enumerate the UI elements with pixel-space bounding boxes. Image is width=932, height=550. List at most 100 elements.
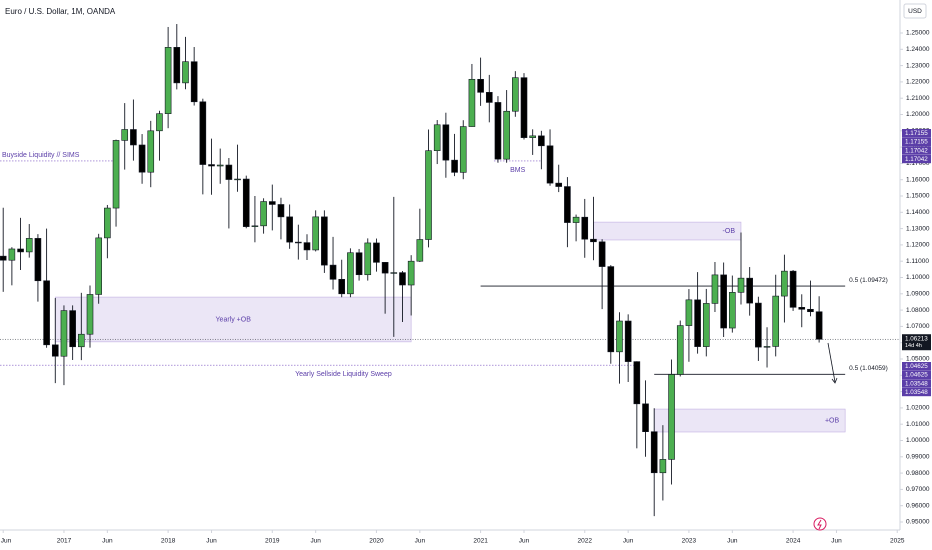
candle-body	[494, 102, 502, 160]
candle-body	[755, 302, 762, 348]
x-tick-label: Jun	[1, 538, 12, 545]
last-price-label: 1.06213	[905, 335, 928, 342]
currency-label: USD	[908, 8, 922, 15]
candle-body	[720, 274, 727, 329]
candle-body	[798, 307, 806, 310]
y-tick-label: 1.07000	[906, 323, 930, 330]
x-tick-label: 2018	[161, 538, 176, 545]
candle-body	[546, 145, 554, 184]
y-tick-label: 1.23000	[906, 62, 930, 69]
x-tick-label: Jun	[727, 538, 738, 545]
candle-body	[815, 311, 823, 340]
liquidity-label: Buyside Liquidity // SIMS	[2, 152, 80, 159]
zone-label: +OB	[825, 417, 840, 424]
candle-body	[512, 77, 519, 112]
x-tick-label: 2023	[682, 538, 697, 545]
candle-body	[485, 92, 493, 103]
candle-body	[468, 78, 476, 127]
candle-body	[616, 320, 623, 353]
candle-body	[729, 292, 736, 329]
price-axis-tag-label: 1.17155	[905, 130, 928, 137]
candle-body	[746, 277, 753, 304]
candle-body	[173, 47, 181, 84]
candle-body	[598, 241, 606, 267]
candle-body	[295, 241, 302, 244]
alert-icon[interactable]	[813, 517, 827, 531]
candle-body	[216, 164, 224, 167]
y-tick-label: 1.05000	[906, 356, 930, 363]
candle-body	[572, 216, 580, 223]
price-axis-tag-label: 1.17155	[905, 139, 928, 146]
candle-body	[399, 272, 406, 286]
candle-body	[676, 325, 684, 375]
x-tick-label: 2024	[786, 538, 801, 545]
zone-label: -OB	[723, 228, 736, 235]
liquidity-label: BMS	[510, 167, 526, 174]
candle-body	[407, 260, 415, 286]
y-tick-label: 0.98000	[906, 470, 930, 477]
y-tick-label: 1.15000	[906, 193, 930, 200]
candle-body	[529, 135, 536, 138]
x-tick-label: Jun	[623, 538, 634, 545]
price-axis-tag	[902, 129, 931, 138]
candle-body	[694, 299, 701, 347]
candle-body	[416, 239, 424, 262]
candle-body	[0, 255, 7, 261]
candle-body	[642, 403, 649, 432]
candle-body	[156, 113, 163, 132]
x-tick-label: 2025	[890, 538, 905, 545]
candle-body	[355, 252, 363, 276]
zones: Yearly +OB -OB +OB	[54, 221, 846, 433]
zone-label: Yearly +OB	[216, 316, 252, 323]
candle-body	[251, 225, 259, 227]
fib-level-label: 0.5 (1.04059)	[849, 365, 888, 372]
candle-body	[277, 204, 285, 218]
candle-body	[86, 294, 94, 335]
candle-body	[225, 164, 233, 180]
x-tick-label: Jun	[831, 538, 842, 545]
candle-body	[650, 431, 658, 474]
y-tick-label: 1.22000	[906, 79, 930, 86]
price-axis-tag-label: 1.17042	[905, 147, 928, 154]
price-axis-tag	[902, 370, 931, 379]
y-tick-label: 1.20000	[906, 111, 930, 118]
candle-body	[138, 144, 146, 173]
price-axis-tag-label: 1.03548	[905, 380, 928, 387]
currency-button[interactable]	[903, 3, 927, 19]
candle-body	[78, 333, 85, 348]
candle-body	[459, 126, 467, 173]
candle-body	[147, 130, 155, 173]
candle-body	[286, 216, 293, 243]
candle-body	[581, 216, 589, 240]
candle-body	[312, 216, 319, 251]
y-tick-label: 0.97000	[906, 486, 930, 493]
price-axis-tag-label: 1.04625	[905, 372, 928, 379]
y-tick-label: 1.10000	[906, 274, 930, 281]
candle-body	[633, 361, 641, 405]
x-tick-label: 2021	[473, 538, 488, 545]
candle-body	[520, 77, 528, 138]
y-tick-label: 1.00000	[906, 437, 930, 444]
candle-body	[234, 178, 241, 181]
candle-body	[60, 310, 68, 357]
y-tick-label: 1.13000	[906, 225, 930, 232]
price-axis-tag-label: 1.03548	[905, 389, 928, 396]
price-axis-tag	[902, 137, 931, 146]
order-block-zone	[54, 296, 412, 343]
candle-body	[373, 242, 380, 263]
x-tick-label: Jun	[519, 538, 530, 545]
candle-body	[390, 272, 398, 274]
candle-body	[182, 61, 189, 84]
candle-body	[607, 266, 615, 353]
candle-body	[321, 216, 328, 266]
candle-body	[364, 242, 372, 276]
last-price-tag	[902, 334, 931, 351]
candle-body	[477, 78, 484, 93]
y-tick-label: 0.95000	[906, 519, 930, 526]
price-axis-tag	[902, 146, 931, 155]
price-axis-tag-label: 1.04625	[905, 363, 928, 370]
candle-body	[199, 101, 207, 165]
candle-body	[190, 61, 198, 103]
